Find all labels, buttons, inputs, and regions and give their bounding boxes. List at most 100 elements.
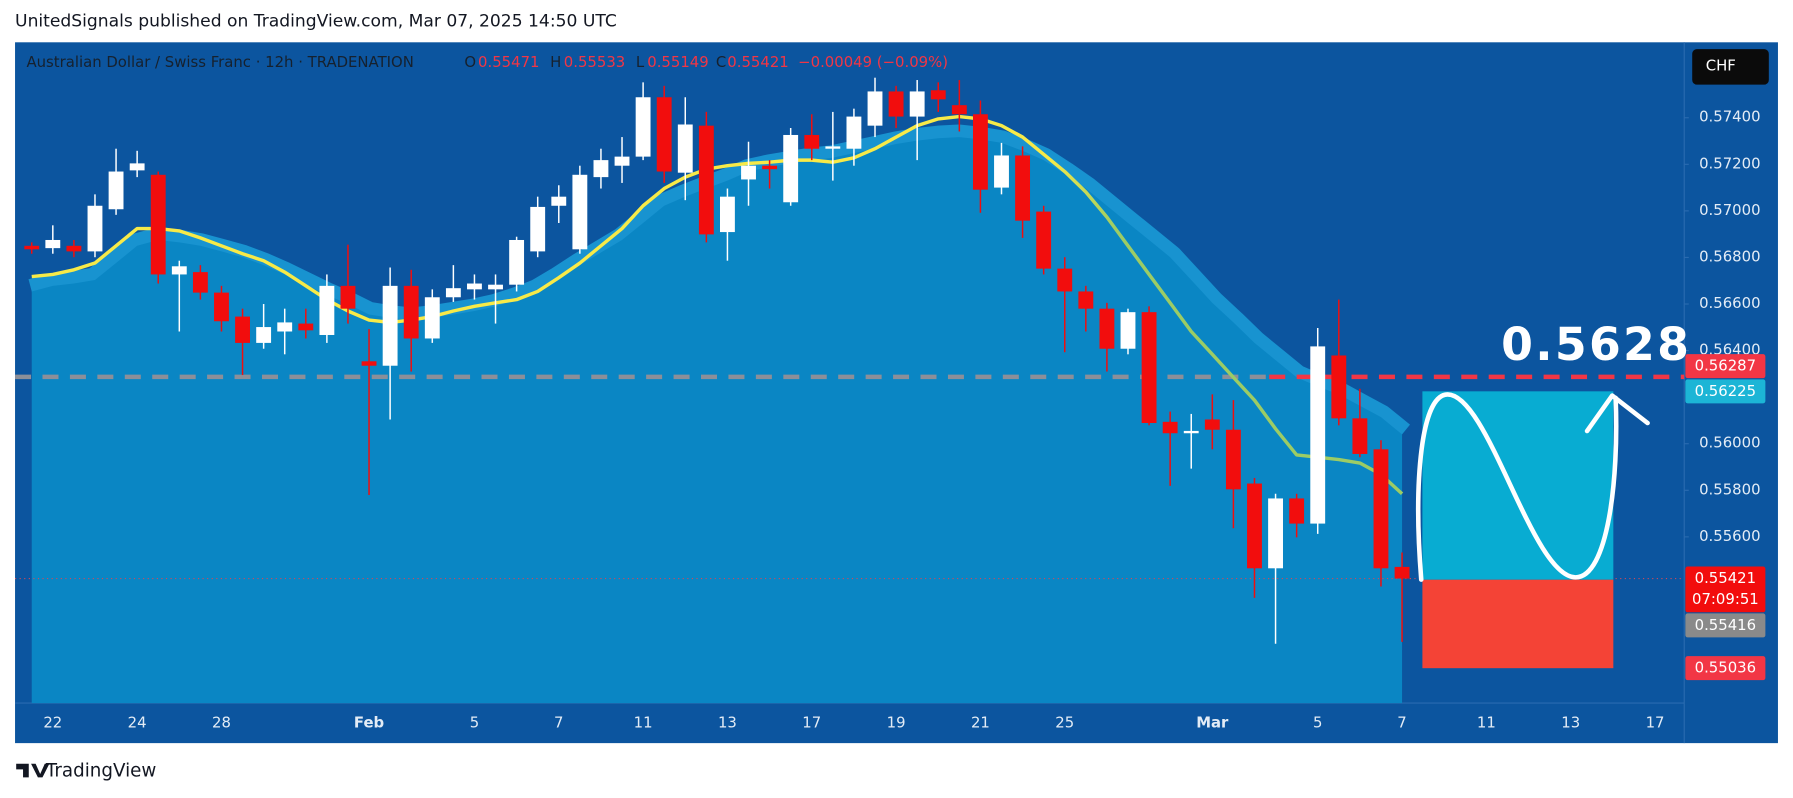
price-label-layer: 0.56287 0.56225 0.55421 07:09:51 0.55416 0.55… [1685,354,1766,681]
candle-body [192,272,208,293]
bar-countdown: 07:09:51 [1692,590,1759,608]
legend: Australian Dollar / Swiss Franc · 12h · … [26,53,948,71]
x-tick-label: Mar [1196,714,1229,732]
price-label-box [1685,379,1766,404]
candle-body [382,285,398,366]
x-tick-label: 11 [634,714,653,732]
candle-body [551,196,567,206]
legend-value: 0.55533 [564,53,625,71]
candle-body [741,165,756,180]
candle-body [930,90,946,100]
candle-body [467,283,482,290]
candle-body [1015,155,1031,221]
currency-label[interactable]: CHF [1706,56,1736,74]
candle-body [403,285,419,339]
candle-body [804,134,820,149]
candle-body [530,206,546,252]
y-tick-label: 0.57200 [1699,154,1760,172]
legend-key: O [464,53,476,71]
candle-body [1204,419,1220,430]
candle-body [825,146,841,149]
x-tick-label: 7 [554,714,563,732]
brand-logo [16,763,50,778]
candle-body [635,97,651,157]
candle-body [319,285,335,335]
position-drawing [1422,391,1614,669]
price-label: 0.55416 [1695,616,1756,634]
y-tick-label: 0.57400 [1699,108,1760,126]
publish-info: UnitedSignals published on TradingView.c… [15,12,617,32]
candle-body [720,196,735,233]
candle-body [656,97,672,172]
candle-body [867,91,883,126]
candle-body [1352,418,1368,454]
x-tick-label: 11 [1477,714,1496,732]
candle-body [972,114,988,190]
candle-body [424,297,440,339]
x-tick-label: 21 [971,714,990,732]
x-tick-label: 17 [1646,714,1665,732]
currency-button-bg[interactable] [1692,49,1769,85]
candle-body [445,288,461,298]
candle-body [1183,430,1199,434]
candle-body [340,285,356,309]
price-label-box [1685,613,1766,638]
y-tick-label: 0.57000 [1699,201,1760,219]
candle-body [1036,211,1052,269]
candle-body [108,171,124,210]
candle-body [1289,498,1305,524]
legend-value: 0.55149 [647,53,708,71]
target-annotation: 0.5628 [1501,318,1691,371]
forecast-curve [1416,392,1619,582]
symbol: Australian Dollar / Swiss Franc · 12h · … [26,53,413,71]
currency-button[interactable]: CHF [1692,49,1769,85]
price-label: 0.55036 [1695,659,1756,677]
candle-body [698,125,714,235]
price-label: 0.56225 [1695,382,1756,400]
candle-body [235,316,250,343]
price-label: 0.55421 [1695,569,1756,587]
x-tick-label: 13 [718,714,737,732]
y-tick-label: 0.55800 [1699,480,1760,498]
legend-key: H [550,53,561,71]
candle-body [1099,308,1115,349]
candle-body [150,174,166,275]
candle-body [614,156,630,166]
price-label: 0.56287 [1695,357,1756,375]
price-label-box [1685,566,1766,613]
candle-body [171,266,187,275]
candle-body [1162,421,1178,434]
candle-body [509,239,525,285]
candle-body [1078,291,1094,309]
candle-body [488,284,503,290]
legend-key: L [636,53,645,71]
candle-body [24,245,40,250]
moving-average [31,114,1404,496]
x-tick-label: 19 [887,714,906,732]
candle-body [1310,346,1326,524]
y-tick-label: 0.56400 [1699,341,1760,359]
y-tick-label: 0.56000 [1699,434,1760,452]
candle-body [677,124,693,173]
legend-key: C [716,53,726,71]
candle-body [298,323,314,331]
stop-zone [1422,579,1614,669]
x-tick-label: Feb [354,714,384,732]
x-tick-label: 17 [802,714,821,732]
candle-body [1394,566,1410,579]
candle-body [1120,312,1136,349]
x-tick-label: 7 [1397,714,1406,732]
y-tick-label: 0.56600 [1699,294,1760,312]
target-zone [1422,391,1614,580]
x-tick-label: 13 [1561,714,1580,732]
candle-body [1057,268,1073,292]
candle-body [256,327,272,343]
candle-body [214,292,229,322]
candle-body [1268,498,1283,569]
y-tick-label: 0.55600 [1699,527,1760,545]
candle-body [361,361,377,366]
candle-body [1331,355,1347,419]
x-tick-label: 22 [43,714,62,732]
candle-body [951,105,967,115]
